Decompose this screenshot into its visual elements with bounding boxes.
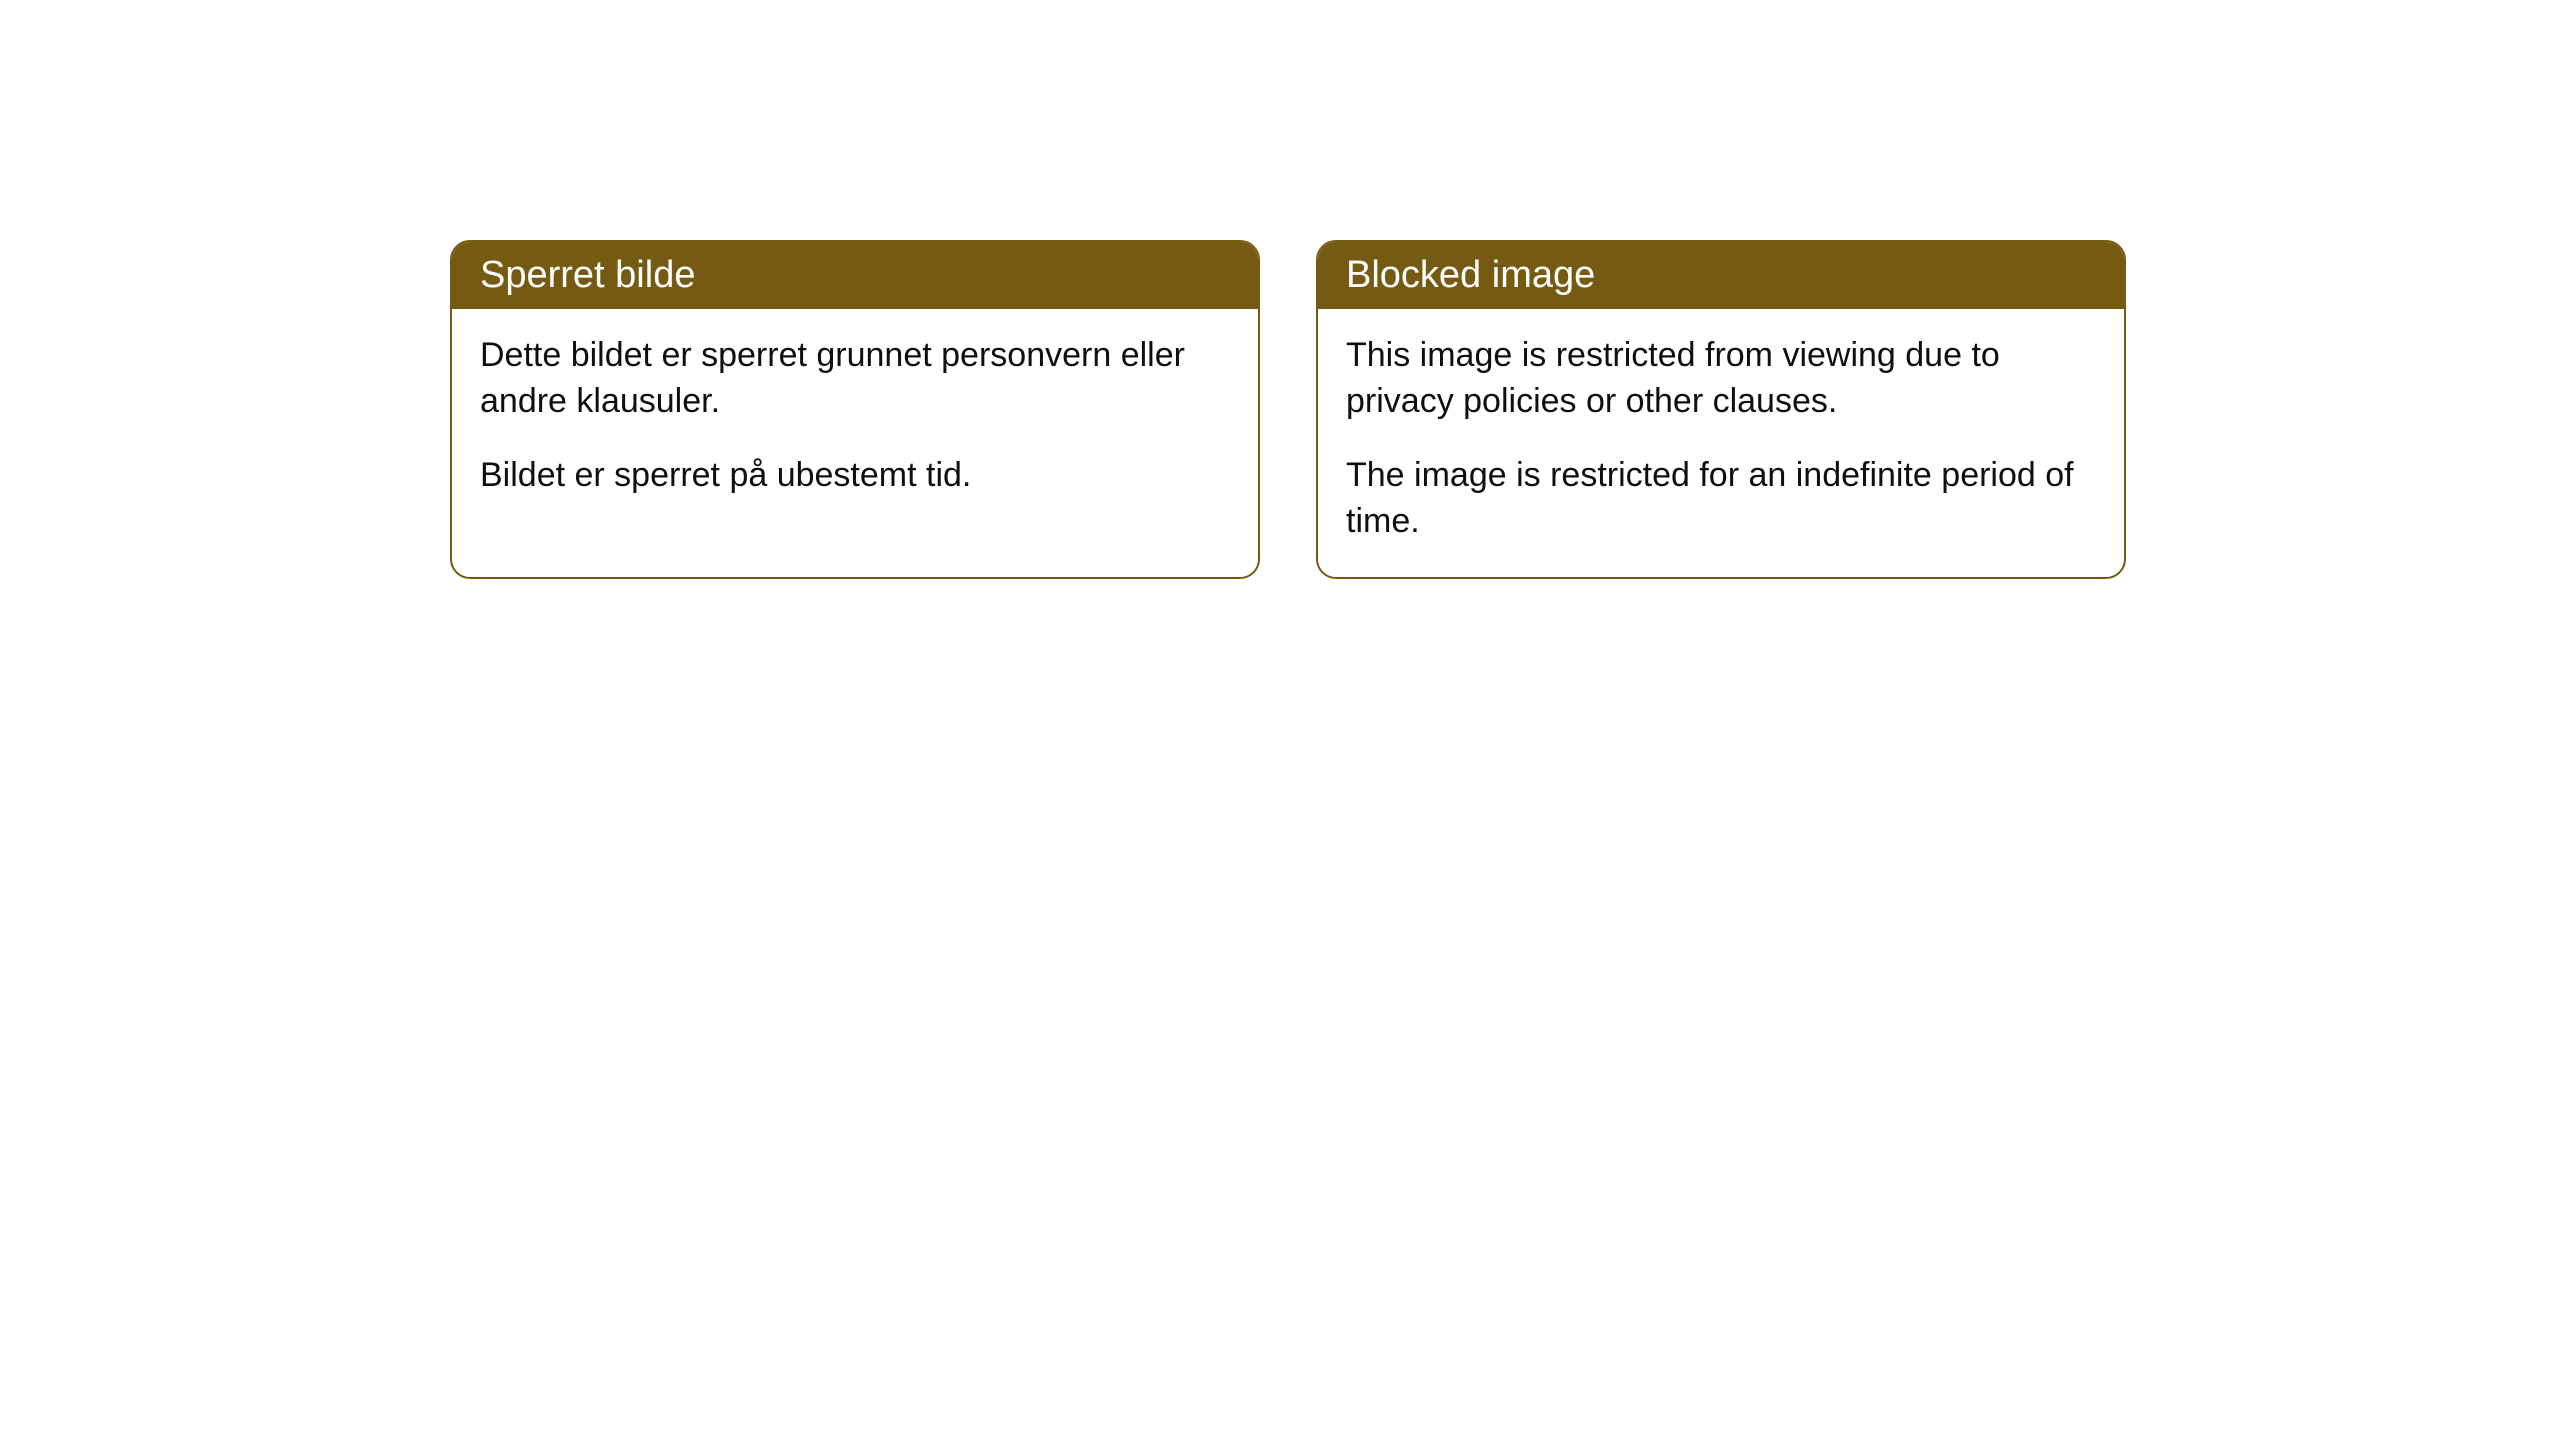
cards-container: Sperret bilde Dette bildet er sperret gr… xyxy=(450,240,2126,579)
card-paragraph: This image is restricted from viewing du… xyxy=(1346,333,2096,425)
card-header-english: Blocked image xyxy=(1318,242,2124,309)
card-norwegian: Sperret bilde Dette bildet er sperret gr… xyxy=(450,240,1260,579)
card-body-norwegian: Dette bildet er sperret grunnet personve… xyxy=(452,309,1258,531)
card-paragraph: The image is restricted for an indefinit… xyxy=(1346,453,2096,545)
card-body-english: This image is restricted from viewing du… xyxy=(1318,309,2124,577)
card-paragraph: Dette bildet er sperret grunnet personve… xyxy=(480,333,1230,425)
card-english: Blocked image This image is restricted f… xyxy=(1316,240,2126,579)
card-paragraph: Bildet er sperret på ubestemt tid. xyxy=(480,453,1230,499)
card-header-norwegian: Sperret bilde xyxy=(452,242,1258,309)
